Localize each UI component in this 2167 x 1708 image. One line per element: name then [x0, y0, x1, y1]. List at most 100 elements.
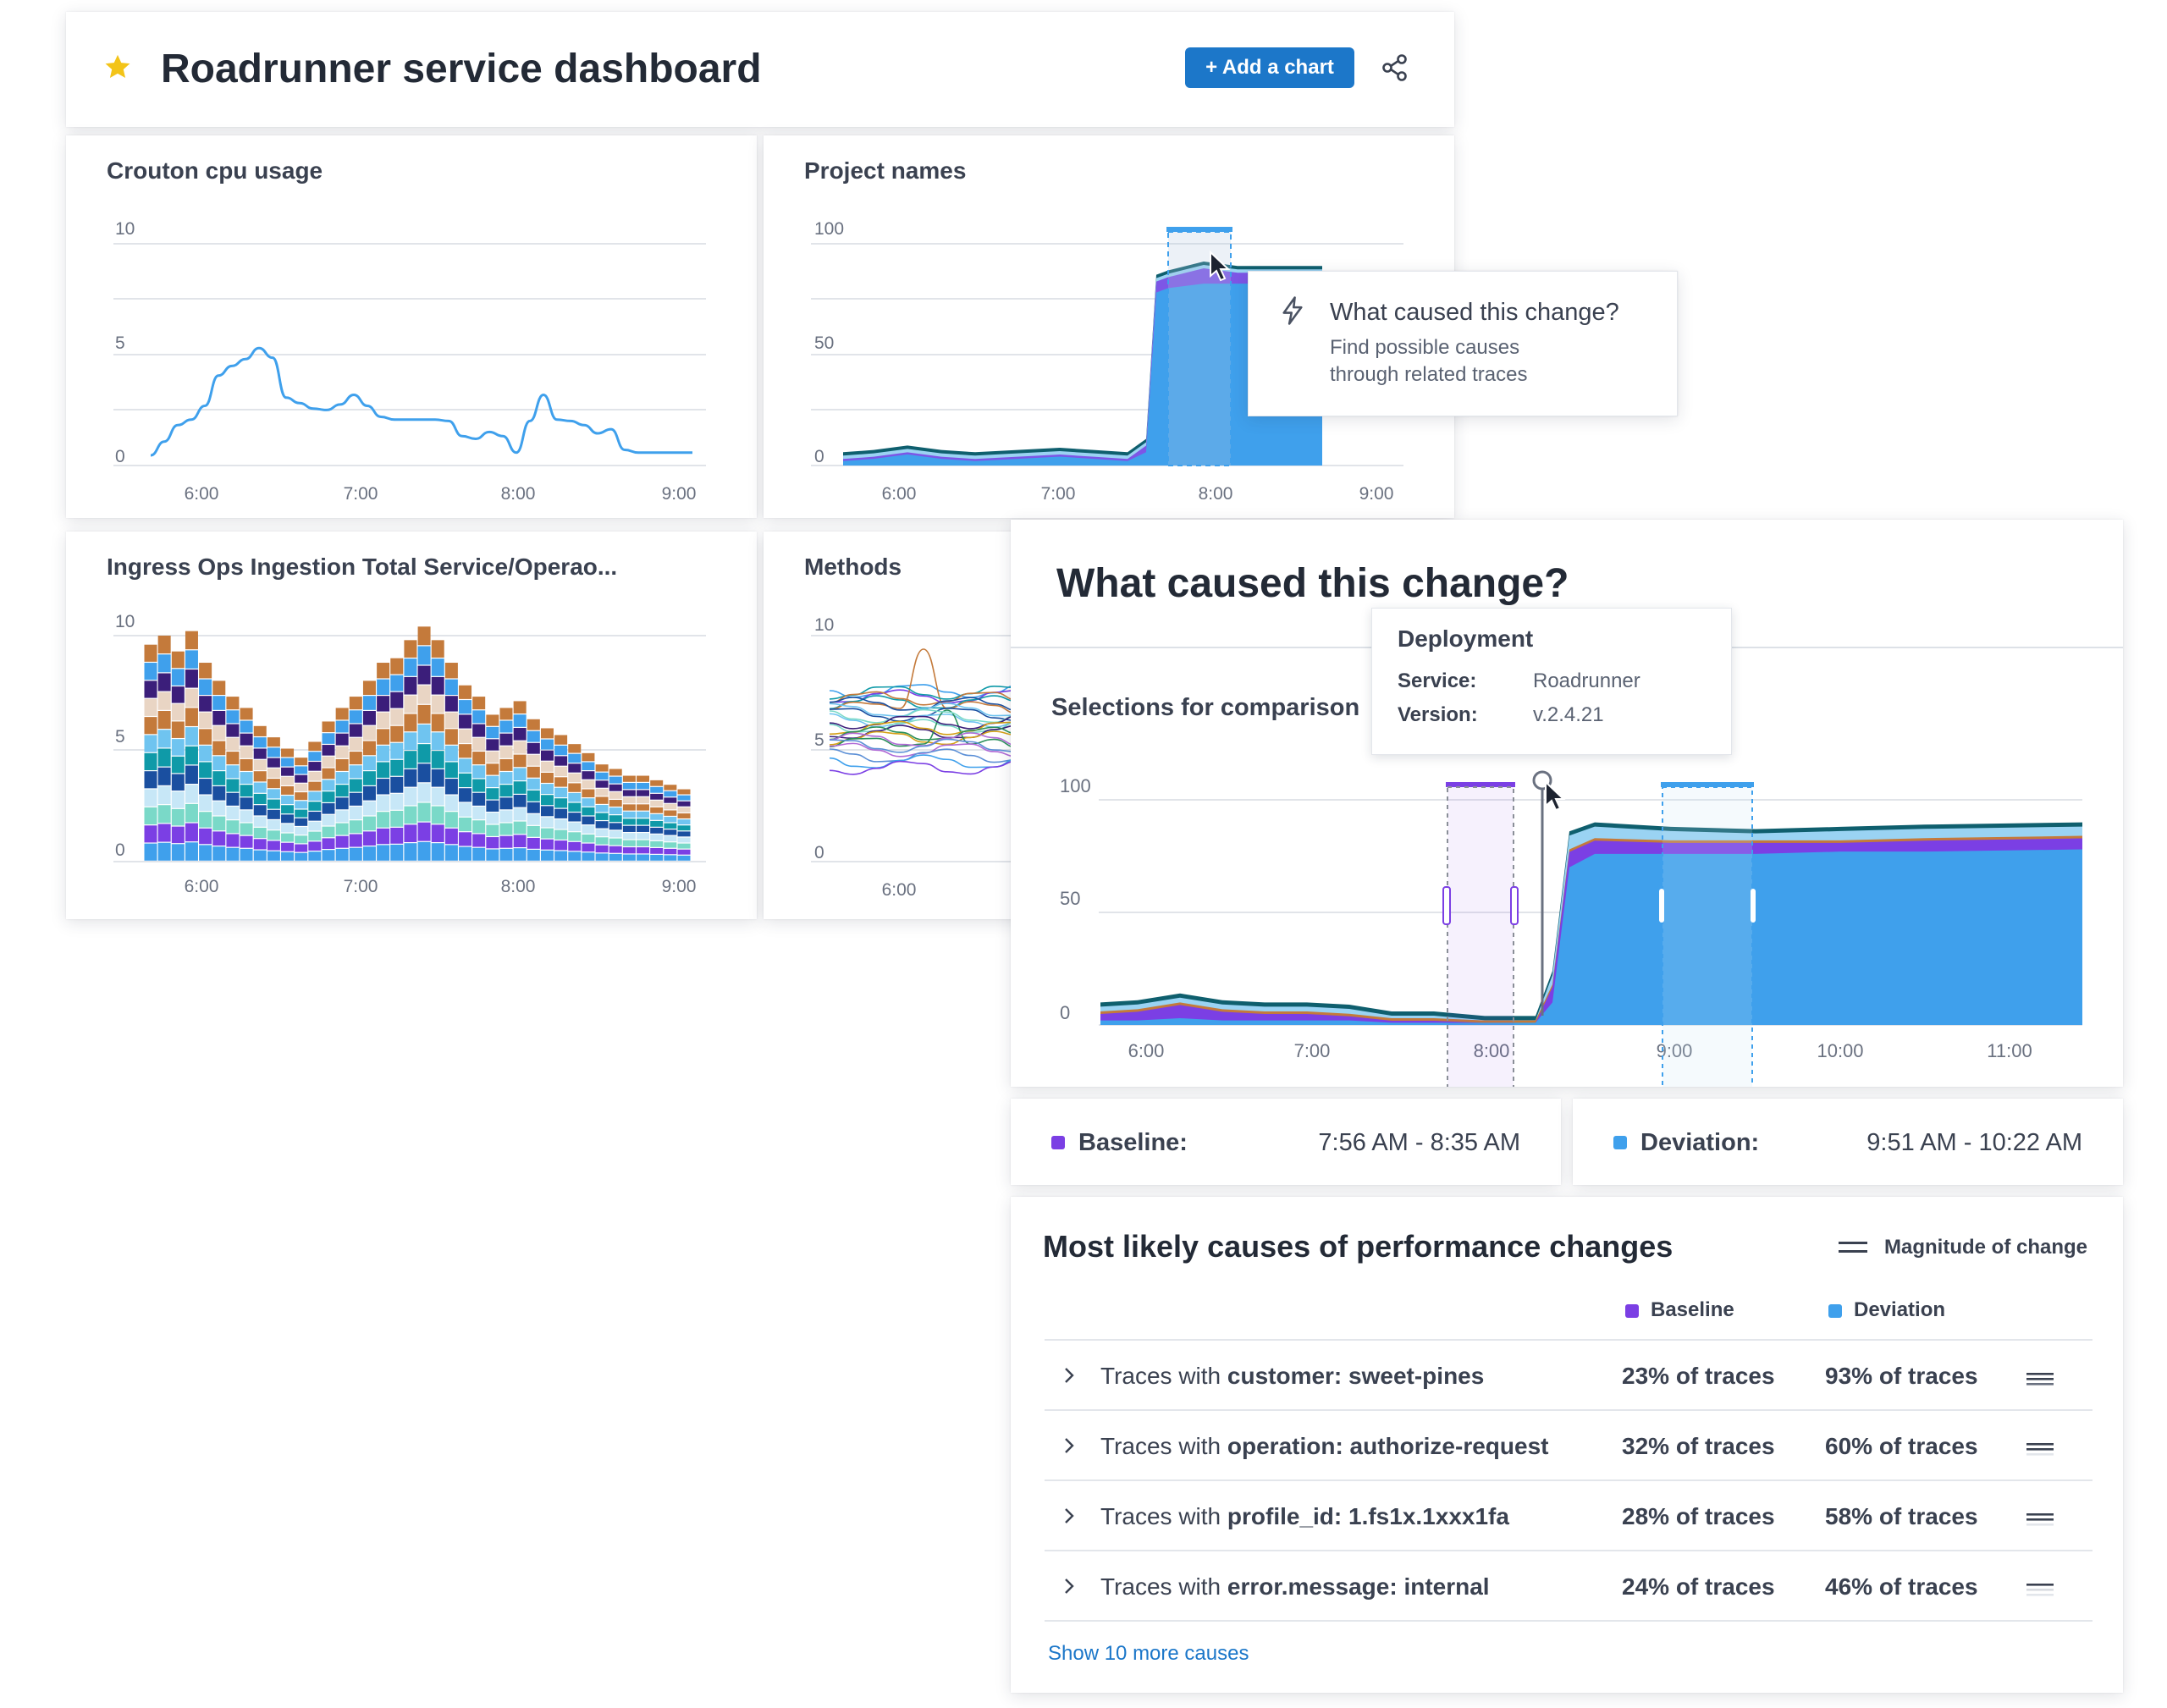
tile-ingress-ops: Ingress Ops Ingestion Total Service/Oper… [66, 532, 757, 919]
bar-segment [240, 835, 253, 848]
bar-segment [185, 669, 198, 688]
bar-segment [185, 727, 198, 746]
baseline-drag-right[interactable] [1510, 886, 1519, 925]
star-icon[interactable] [103, 52, 132, 85]
bar-segment [540, 839, 554, 850]
add-chart-button[interactable]: + Add a chart [1185, 47, 1354, 88]
baseline-drag-left[interactable] [1442, 886, 1451, 925]
bar-segment [226, 724, 240, 737]
bar-segment [253, 839, 267, 850]
bar-segment [335, 823, 349, 835]
series-line [829, 760, 1018, 775]
bar-segment [444, 795, 458, 812]
bar-segment [362, 725, 376, 741]
bar-segment [144, 825, 157, 843]
bar-segment [417, 841, 431, 861]
bar-segment [444, 745, 458, 762]
bar-segment [622, 782, 636, 790]
bar-segment [650, 786, 664, 793]
show-more-link[interactable]: Show 10 more causes [1048, 1642, 1249, 1665]
x-tick: 7:00 [344, 877, 378, 896]
bar-segment [431, 714, 444, 732]
bar-segment [499, 733, 513, 746]
series-line [829, 748, 1018, 763]
bar-segment [308, 821, 322, 831]
bar-segment [554, 808, 568, 818]
chevron-right-icon[interactable] [1063, 1577, 1075, 1600]
deviation-selection[interactable] [1662, 786, 1753, 1087]
bar-segment [240, 785, 253, 797]
bar-segment [267, 799, 280, 809]
bar-segment [157, 654, 171, 673]
bar-segment [664, 791, 677, 797]
deviation-swatch [1828, 1304, 1842, 1318]
bar-segment [677, 801, 691, 807]
cause-row[interactable]: Traces with profile_id: 1.fs1x.1xxx1fa 28… [1045, 1479, 2093, 1551]
bar-segment [677, 795, 691, 801]
chevron-right-icon[interactable] [1063, 1436, 1075, 1459]
bar-segment [404, 824, 417, 842]
deviation-selection-handle[interactable] [1661, 782, 1754, 787]
bar-segment [390, 708, 404, 725]
baseline-value: 23% of traces [1622, 1363, 1775, 1389]
col-deviation: Deviation [1854, 1298, 1946, 1321]
deviation-value: 60% of traces [1825, 1433, 1978, 1459]
bar-segment [212, 816, 226, 831]
baseline-selection-handle[interactable] [1446, 782, 1515, 787]
bar-segment [417, 822, 431, 841]
chevron-right-icon[interactable] [1063, 1507, 1075, 1529]
cause-row[interactable]: Traces with customer: sweet-pines 23% of … [1045, 1339, 2093, 1410]
bar-segment [595, 813, 609, 820]
bar-segment [240, 823, 253, 835]
deviation-drag-right[interactable] [1751, 889, 1756, 923]
cause-row[interactable]: Traces with error.message: internal 24% o… [1045, 1550, 2093, 1621]
bar-segment [253, 782, 267, 793]
bar-segment [582, 834, 595, 843]
cause-row[interactable]: Traces with operation: authorize-request… [1045, 1409, 2093, 1480]
bar-segment [554, 840, 568, 851]
bar-segment [322, 756, 335, 768]
bar-segment [322, 768, 335, 780]
bar-segment [157, 786, 171, 805]
bar-segment [609, 776, 622, 784]
bar-segment [609, 784, 622, 791]
bar-segment [472, 752, 486, 765]
cause-text: Traces with operation: authorize-request [1100, 1433, 1548, 1460]
x-tick: 6:00 [1128, 1040, 1165, 1061]
bar-segment [267, 779, 280, 789]
bar-segment [390, 691, 404, 708]
magnitude-icon [2026, 1580, 2055, 1603]
bar-segment [308, 812, 322, 821]
change-tooltip[interactable]: What caused this change? Find possible c… [1248, 271, 1678, 416]
causes-title: Most likely causes of performance change… [1043, 1229, 1673, 1264]
bar-segment [390, 759, 404, 776]
bar-segment [513, 807, 527, 821]
bar-segment [144, 789, 157, 807]
bar-segment [199, 795, 212, 812]
bar-segment [308, 851, 322, 861]
baseline-selection[interactable] [1447, 786, 1514, 1087]
bar-segment [144, 843, 157, 861]
analysis-title: What caused this change? [1056, 561, 1569, 606]
bar-segment [595, 788, 609, 796]
bar-segment [472, 697, 486, 710]
bar-segment [499, 772, 513, 785]
cause-text: Traces with customer: sweet-pines [1100, 1363, 1484, 1390]
chevron-right-icon[interactable] [1063, 1366, 1075, 1389]
bar-segment [281, 767, 295, 776]
bar-segment [472, 792, 486, 806]
deviation-drag-left[interactable] [1659, 889, 1664, 923]
share-icon[interactable] [1380, 52, 1410, 87]
bar-segment [157, 691, 171, 710]
bar-segment [404, 714, 417, 732]
bar-segment [595, 772, 609, 780]
bar-segment [226, 752, 240, 765]
bar-segment [322, 745, 335, 756]
selection-handle[interactable] [1166, 227, 1232, 232]
version-label: Version: [1398, 703, 1478, 726]
bar-segment [568, 851, 582, 861]
bar-segment [609, 800, 622, 807]
bar-segment [185, 650, 198, 669]
bar-segment [582, 762, 595, 770]
bar-segment [664, 803, 677, 810]
